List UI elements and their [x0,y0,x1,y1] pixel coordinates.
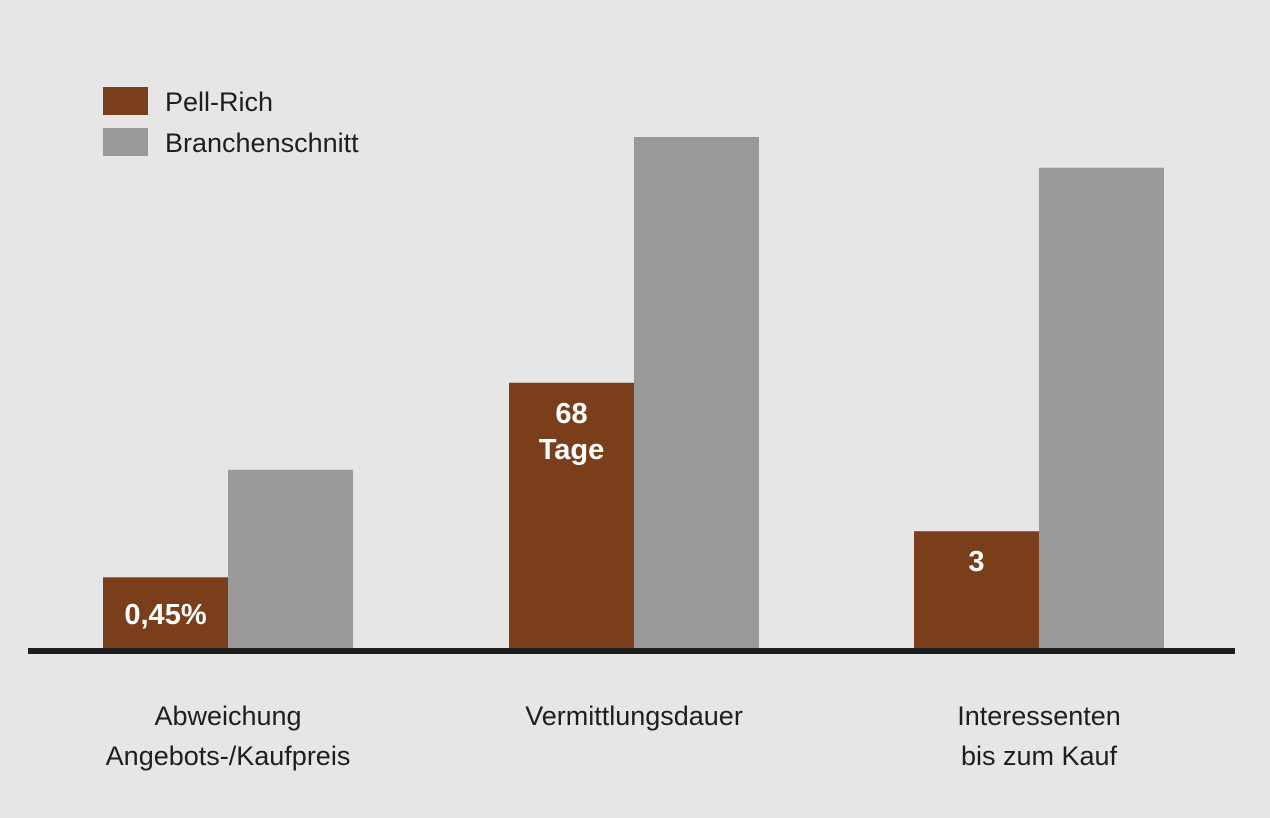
category-label-3-1: Interessenten [957,701,1121,731]
bars-group [103,137,1164,649]
category-label-2-1: Vermittlungsdauer [525,701,743,731]
category-label-3-2: bis zum Kauf [961,741,1118,771]
bar-value-label-2-1: 68 [555,398,587,430]
bar-branchenschnitt-2 [634,137,759,649]
legend-label-branchenschnitt: Branchenschnitt [165,128,359,158]
category-label-1-1: Abweichung [154,701,301,731]
bar-pell-rich-3 [914,531,1039,649]
bar-pell-rich-1 [103,577,228,649]
category-label-1-2: Angebots-/Kaufpreis [106,741,351,771]
legend: Pell-Rich Branchenschnitt [103,87,359,158]
x-axis-baseline [28,648,1235,654]
category-labels: Abweichung Angebots-/Kaufpreis Vermittlung… [106,701,1121,771]
bar-value-label-2-2: Tage [539,434,605,466]
bar-value-labels: 0,45% 68 Tage 3 [124,398,984,631]
bar-branchenschnitt-3 [1039,167,1164,649]
legend-swatch-pell-rich [103,87,148,115]
bar-value-label-1-1: 0,45% [124,599,206,631]
bar-branchenschnitt-1 [228,469,353,649]
bar-value-label-3-1: 3 [968,546,984,578]
bar-pell-rich-2 [509,382,634,649]
legend-swatch-branchenschnitt [103,128,148,156]
legend-label-pell-rich: Pell-Rich [165,87,273,117]
